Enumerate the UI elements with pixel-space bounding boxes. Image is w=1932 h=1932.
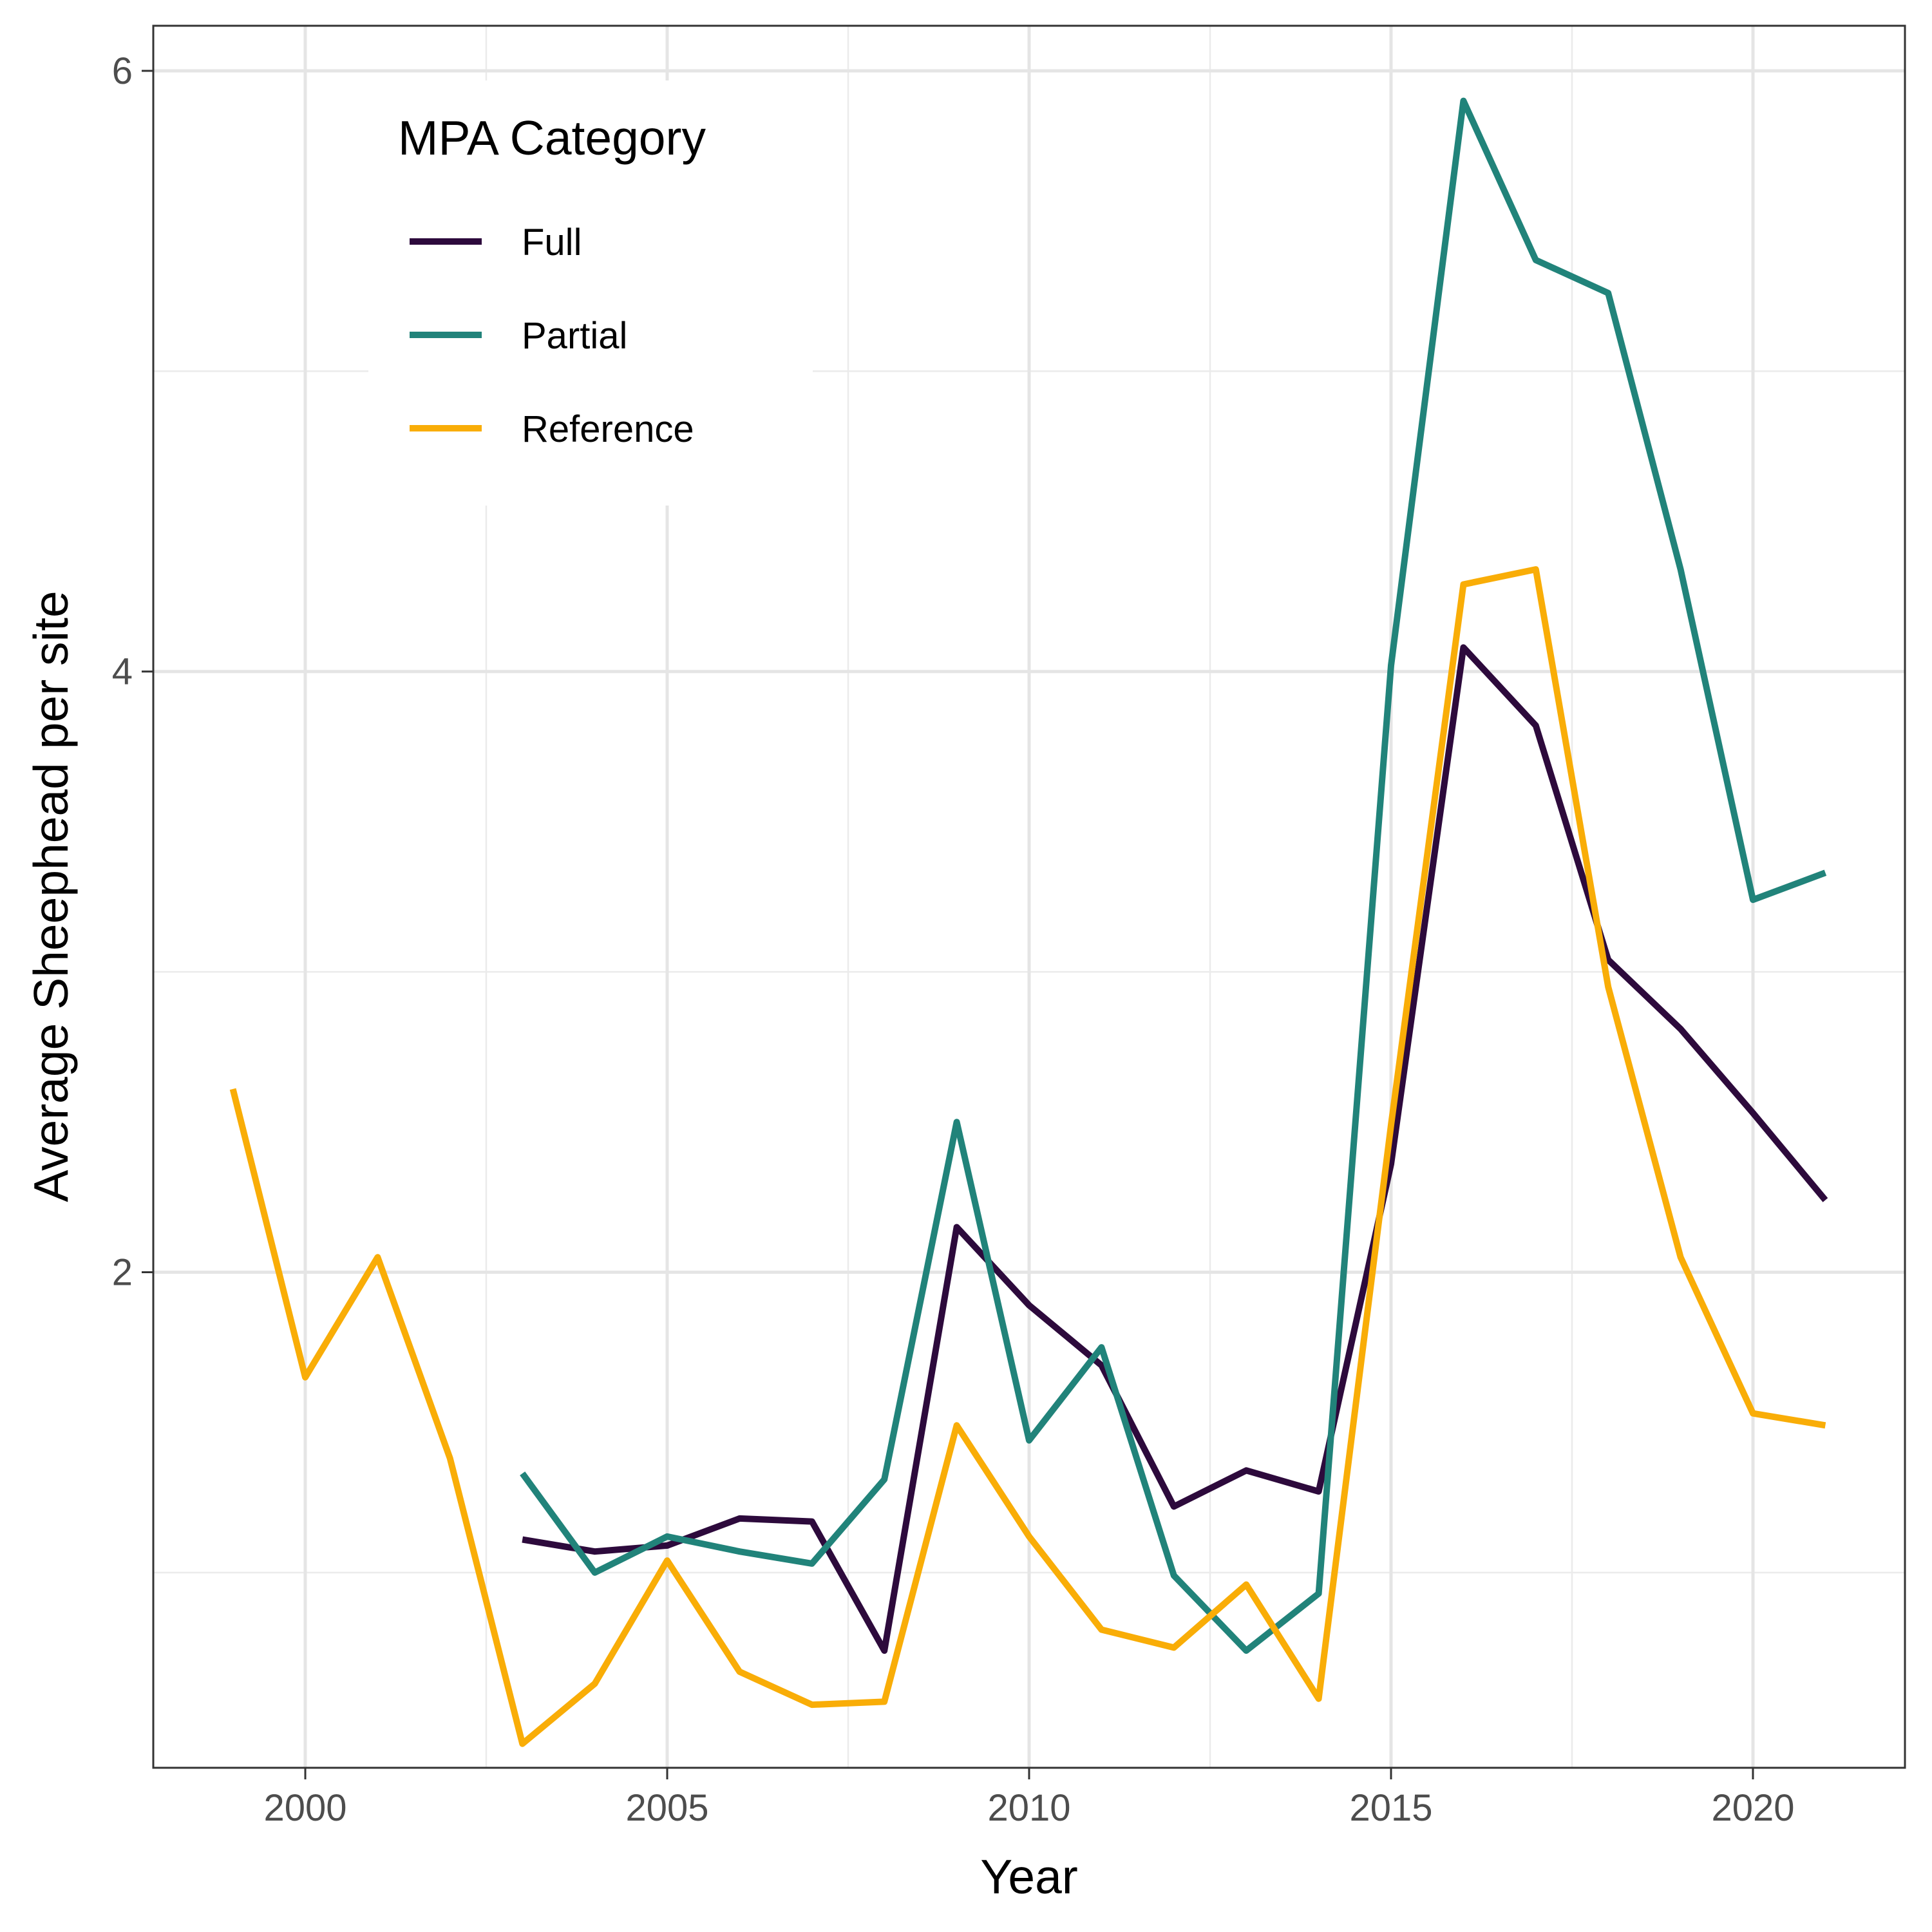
series-line-full bbox=[522, 644, 1828, 1654]
legend-items: Full Partial Reference bbox=[410, 222, 694, 450]
x-tick-label: 2010 bbox=[987, 1787, 1070, 1829]
legend-label-reference: Reference bbox=[522, 408, 694, 450]
legend-background bbox=[368, 80, 813, 506]
series-lines bbox=[229, 97, 1828, 1747]
y-axis: 2 4 6 bbox=[112, 50, 153, 1293]
legend-label-full: Full bbox=[522, 222, 582, 263]
y-tick-label: 6 bbox=[112, 50, 133, 92]
series-line-reference bbox=[229, 566, 1826, 1747]
legend: MPA Category Full Partial Reference bbox=[368, 80, 813, 506]
y-axis-title: Average Sheephead per site bbox=[24, 591, 78, 1202]
series-line-partial bbox=[520, 97, 1827, 1654]
legend-label-partial: Partial bbox=[522, 315, 627, 357]
x-axis: 2000 2005 2010 2015 2020 bbox=[264, 1768, 1794, 1829]
x-tick-label: 2000 bbox=[264, 1787, 347, 1829]
legend-title: MPA Category bbox=[398, 111, 706, 165]
x-tick-label: 2015 bbox=[1349, 1787, 1432, 1829]
x-tick-label: 2005 bbox=[626, 1787, 709, 1829]
x-axis-title: Year bbox=[980, 1850, 1078, 1904]
grid-major bbox=[153, 26, 1905, 1768]
y-tick-label: 4 bbox=[112, 651, 133, 693]
x-tick-label: 2020 bbox=[1711, 1787, 1794, 1829]
y-tick-label: 2 bbox=[112, 1251, 133, 1293]
